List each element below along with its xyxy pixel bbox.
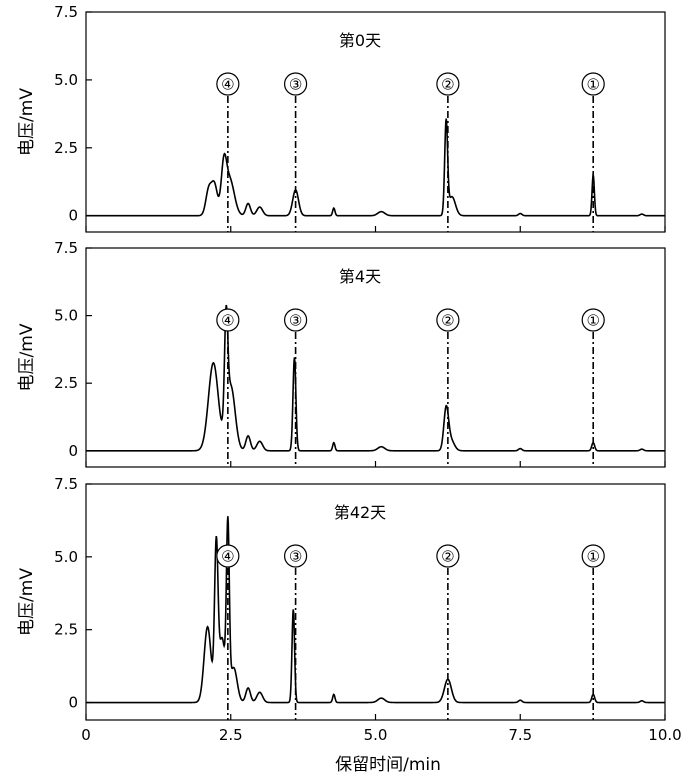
y-tick-label: 2.5	[54, 139, 78, 157]
y-tick-label: 7.5	[54, 239, 78, 257]
peak-marker-circle	[216, 72, 240, 96]
panel-0: 0 2.5 5.0 7.5 电压/mV 第0天 ④ ③ ② ①	[17, 3, 666, 233]
peak-marker-circle	[581, 544, 605, 568]
peak-marker-circle	[216, 308, 240, 332]
y-axis-title: 电压/mV	[17, 568, 37, 636]
peak-marker-label: ④	[221, 312, 234, 330]
peak-marker-circle	[581, 72, 605, 96]
peak-marker-circle	[283, 72, 308, 96]
y-tick-label: 0	[68, 694, 78, 712]
y-axis-title: 电压/mV	[17, 323, 37, 391]
x-tick-label: 7.5	[508, 726, 532, 744]
peak-marker-label: ③	[289, 76, 302, 94]
panel-title: 第4天	[339, 267, 381, 286]
peak-marker-circle	[283, 308, 308, 332]
peak-marker-label: ①	[586, 548, 599, 566]
peak-marker-label: ①	[586, 76, 599, 94]
signal-trace	[86, 118, 665, 217]
x-tick-label: 0	[81, 726, 91, 744]
peak-marker-circle	[436, 308, 460, 332]
peak-marker-circle	[436, 544, 460, 568]
y-tick-label: 2.5	[54, 621, 78, 639]
peak-marker-label: ②	[441, 548, 454, 566]
peak-marker-label: ③	[289, 548, 302, 566]
peak-marker-label: ②	[441, 76, 454, 94]
peak-marker-label: ①	[586, 312, 599, 330]
y-tick-label: 0	[68, 207, 78, 225]
y-tick-label: 7.5	[54, 3, 78, 21]
y-tick-label: 5.0	[54, 307, 78, 325]
x-axis-title: 保留时间/min	[335, 755, 441, 775]
peak-marker-label: ④	[221, 76, 234, 94]
peak-marker-label: ②	[441, 312, 454, 330]
peak-marker-label: ③	[289, 312, 302, 330]
peak-marker-circle	[283, 544, 308, 568]
y-tick-label: 2.5	[54, 374, 78, 392]
panel-title: 第0天	[339, 31, 381, 50]
x-axis: 0 2.5 5.0 7.5 10.0	[81, 726, 681, 744]
y-tick-label: 5.0	[54, 71, 78, 89]
panels-group: 0 2.5 5.0 7.5 电压/mV 第0天 ④ ③ ② ① 0 2.5 5.0 7.5 电压/mV 第4天…	[17, 3, 666, 721]
panel-2: 0 2.5 5.0 7.5 电压/mV 第42天 ④ ③ ② ①	[17, 475, 666, 721]
peak-marker-circle	[436, 72, 460, 96]
peak-marker-circle	[581, 308, 605, 332]
signal-trace	[86, 516, 665, 704]
panel-title: 第42天	[334, 503, 386, 522]
x-tick-label: 2.5	[219, 726, 243, 744]
x-tick-label: 10.0	[648, 726, 681, 744]
y-tick-label: 7.5	[54, 475, 78, 493]
y-tick-label: 5.0	[54, 548, 78, 566]
panel-1: 0 2.5 5.0 7.5 电压/mV 第4天 ④ ③ ② ①	[17, 239, 666, 468]
x-tick-label: 5.0	[364, 726, 388, 744]
peak-marker-label: ④	[221, 548, 234, 566]
peak-marker-circle	[216, 544, 240, 568]
y-tick-label: 0	[68, 442, 78, 460]
signal-trace	[86, 304, 665, 452]
y-axis-title: 电压/mV	[17, 88, 37, 156]
